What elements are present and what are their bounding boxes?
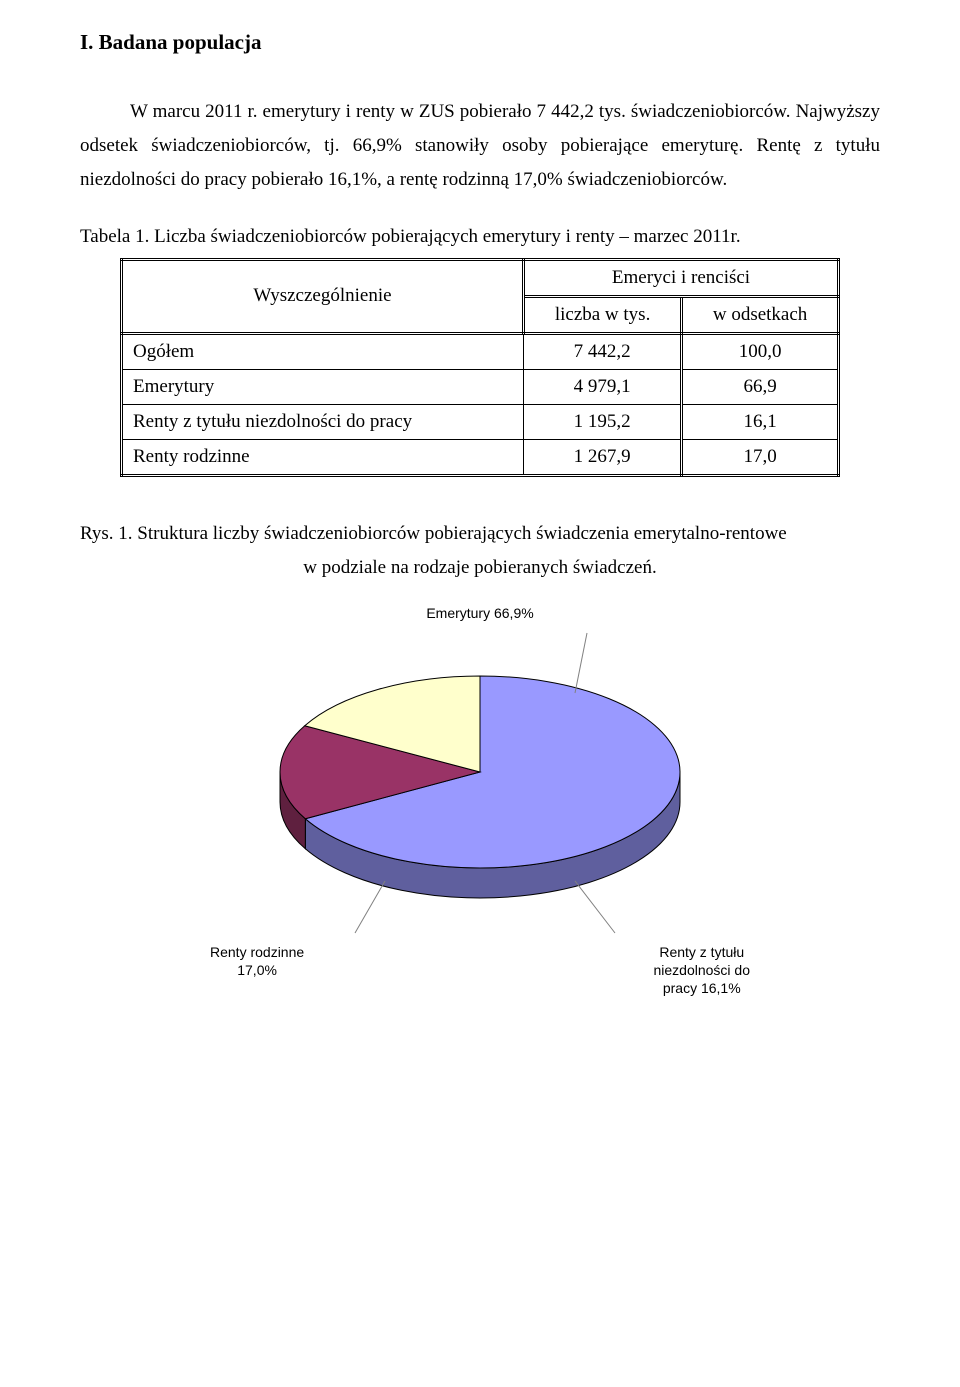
chart-label-bottom-left: Renty rodzinne 17,0% xyxy=(210,943,304,998)
row-value-a: 7 442,2 xyxy=(523,333,681,369)
row-value-b: 17,0 xyxy=(682,439,839,475)
chart-label-bottom-right: Renty z tytułu niezdolności do pracy 16,… xyxy=(653,943,750,998)
intro-paragraph: W marcu 2011 r. emerytury i renty w ZUS … xyxy=(80,95,880,198)
row-label: Renty z tytułu niezdolności do pracy xyxy=(122,404,524,439)
section-heading: I. Badana populacja xyxy=(80,30,880,55)
chart-label-top: Emerytury 66,9% xyxy=(426,605,533,621)
chart-label-text: pracy 16,1% xyxy=(663,980,741,996)
row-value-a: 1 195,2 xyxy=(523,404,681,439)
figure-caption-line1: Rys. 1. Struktura liczby świadczeniobior… xyxy=(80,523,787,544)
table-row: Renty rodzinne 1 267,9 17,0 xyxy=(122,439,839,475)
col-header-group: Emeryci i renciści xyxy=(523,259,838,296)
figure-caption-line2: w podziale na rodzaje pobieranych świadc… xyxy=(80,551,880,585)
pie-chart-container: Emerytury 66,9% Renty rodzinne 17,0% Ren… xyxy=(80,605,880,998)
chart-label-text: Renty z tytułu xyxy=(659,944,744,960)
row-value-a: 1 267,9 xyxy=(523,439,681,475)
row-label: Renty rodzinne xyxy=(122,439,524,475)
chart-label-text: niezdolności do xyxy=(653,962,750,978)
pie-chart-svg xyxy=(210,627,750,937)
row-label: Emerytury xyxy=(122,369,524,404)
table-row: Emerytury 4 979,1 66,9 xyxy=(122,369,839,404)
figure-caption: Rys. 1. Struktura liczby świadczeniobior… xyxy=(80,517,880,585)
row-label: Ogółem xyxy=(122,333,524,369)
row-value-b: 100,0 xyxy=(682,333,839,369)
table-row: Renty z tytułu niezdolności do pracy 1 1… xyxy=(122,404,839,439)
table-row: Ogółem 7 442,2 100,0 xyxy=(122,333,839,369)
chart-label-text: Renty rodzinne xyxy=(210,944,304,960)
col-header-a: liczba w tys. xyxy=(523,296,681,333)
col-header-left: Wyszczególnienie xyxy=(122,259,524,333)
chart-label-text: 17,0% xyxy=(237,962,277,978)
row-value-b: 66,9 xyxy=(682,369,839,404)
col-header-b: w odsetkach xyxy=(682,296,839,333)
table-caption: Tabela 1. Liczba świadczeniobiorców pobi… xyxy=(80,226,880,248)
row-value-a: 4 979,1 xyxy=(523,369,681,404)
row-value-b: 16,1 xyxy=(682,404,839,439)
data-table: Wyszczególnienie Emeryci i renciści licz… xyxy=(120,258,840,477)
